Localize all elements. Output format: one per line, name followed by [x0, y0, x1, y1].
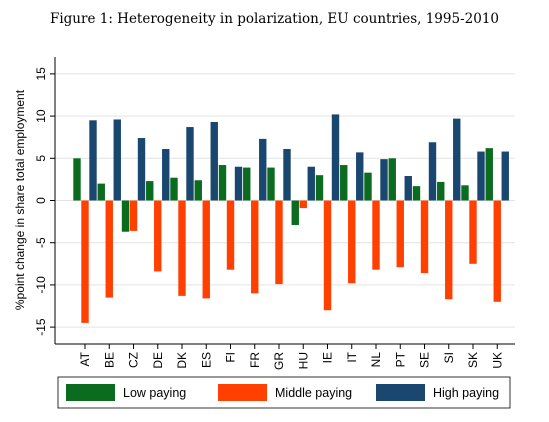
bar-pt-low-paying	[388, 158, 396, 201]
x-tick-label: SE	[418, 352, 432, 368]
bar-at-middle-paying	[81, 200, 89, 323]
bar-cz-middle-paying	[129, 200, 138, 231]
bar-be-high-paying	[113, 119, 121, 201]
x-tick-label: GR	[272, 352, 286, 370]
bar-fi-low-paying	[218, 165, 227, 201]
bar-cz-high-paying	[137, 138, 146, 201]
y-tick-label: 15	[34, 67, 48, 81]
x-tick-label: FI	[224, 352, 238, 363]
y-tick-label: -10	[34, 276, 48, 294]
bar-hu-middle-paying	[299, 200, 307, 209]
bar-gr-middle-paying	[275, 200, 283, 285]
bar-si-middle-paying	[445, 200, 453, 300]
y-axis-label: %point change in share total employment	[13, 89, 27, 310]
bar-se-low-paying	[412, 186, 421, 201]
bar-ie-middle-paying	[323, 200, 332, 311]
bar-fr-high-paying	[259, 138, 267, 201]
x-tick-label: ES	[199, 352, 213, 368]
bar-nl-high-paying	[380, 159, 388, 201]
bar-cz-low-paying	[121, 200, 130, 232]
bar-fr-middle-paying	[251, 200, 259, 294]
bar-es-middle-paying	[202, 200, 210, 299]
bar-sk-low-paying	[461, 185, 469, 201]
legend-swatch	[66, 384, 115, 401]
bar-it-high-paying	[356, 152, 364, 201]
bar-es-high-paying	[210, 121, 218, 201]
x-tick-label: SK	[466, 352, 480, 368]
bar-fr-low-paying	[243, 167, 251, 201]
x-tick-label: UK	[490, 352, 504, 369]
x-tick-label: HU	[296, 352, 310, 369]
x-tick-label: AT	[78, 351, 92, 366]
bar-hu-low-paying	[291, 200, 299, 225]
legend: Low paying Middle paying High paying	[57, 376, 511, 409]
legend-label: Middle paying	[275, 386, 352, 400]
bar-si-low-paying	[437, 181, 445, 201]
bar-dk-low-paying	[170, 177, 178, 201]
y-tick-label: -5	[34, 237, 48, 248]
figure-title: Figure 1: Heterogeneity in polarization,…	[49, 11, 499, 27]
x-tick-label: DE	[151, 352, 165, 369]
x-tick-label: SI	[442, 352, 456, 363]
bar-at-high-paying	[89, 120, 97, 201]
bars	[73, 114, 509, 323]
bar-fi-middle-paying	[226, 200, 235, 270]
legend-label: Low paying	[123, 386, 186, 400]
bar-uk-high-paying	[501, 151, 509, 201]
bar-es-low-paying	[194, 180, 202, 201]
x-tick-label: PT	[393, 351, 407, 367]
legend-swatch	[376, 384, 425, 401]
x-tick-label: CZ	[127, 352, 141, 368]
bar-sk-middle-paying	[469, 200, 477, 264]
x-tick-label: BE	[102, 352, 116, 368]
x-tick-label: DK	[175, 352, 189, 369]
legend-label: High paying	[433, 386, 499, 400]
bar-de-middle-paying	[154, 200, 162, 272]
y-tick-label: 0	[34, 197, 48, 204]
bar-uk-middle-paying	[493, 200, 501, 302]
bar-sk-high-paying	[477, 151, 485, 201]
legend-box	[57, 376, 511, 409]
x-ticks: AT BE CZ DE DK ES FI FR GR HU IE IT NL PT SE SI SK UK	[78, 344, 504, 370]
bar-nl-middle-paying	[372, 200, 380, 270]
bar-gr-low-paying	[267, 167, 275, 201]
bar-se-high-paying	[428, 142, 437, 201]
bar-nl-low-paying	[364, 172, 372, 201]
y-tick-label: 10	[34, 109, 48, 123]
bar-at-low-paying	[73, 158, 81, 201]
bar-dk-middle-paying	[178, 200, 186, 296]
bar-hu-high-paying	[307, 166, 315, 201]
bar-be-low-paying	[97, 183, 105, 201]
x-tick-label: IT	[345, 351, 359, 362]
bar-pt-high-paying	[404, 176, 412, 201]
bar-de-low-paying	[146, 181, 154, 201]
bar-ie-low-paying	[315, 175, 324, 201]
bar-it-low-paying	[340, 165, 348, 201]
y-tick-label: -15	[34, 318, 48, 336]
bar-pt-middle-paying	[396, 200, 404, 268]
bar-dk-high-paying	[186, 127, 194, 201]
x-tick-label: IE	[321, 352, 335, 363]
y-ticks: -15 -10 -5 0 5 10 15	[34, 67, 55, 336]
y-tick-label: 5	[34, 155, 48, 162]
x-tick-label: NL	[369, 352, 383, 368]
bar-uk-low-paying	[485, 148, 493, 201]
bar-ie-high-paying	[331, 114, 340, 201]
x-tick-label: FR	[248, 352, 262, 368]
legend-swatch	[218, 384, 267, 401]
bar-fi-high-paying	[234, 166, 243, 201]
bar-de-high-paying	[162, 149, 170, 201]
bar-se-middle-paying	[420, 200, 429, 274]
bar-si-high-paying	[453, 118, 461, 201]
bar-gr-high-paying	[283, 149, 291, 201]
bar-be-middle-paying	[105, 200, 113, 298]
bar-it-middle-paying	[348, 200, 356, 284]
